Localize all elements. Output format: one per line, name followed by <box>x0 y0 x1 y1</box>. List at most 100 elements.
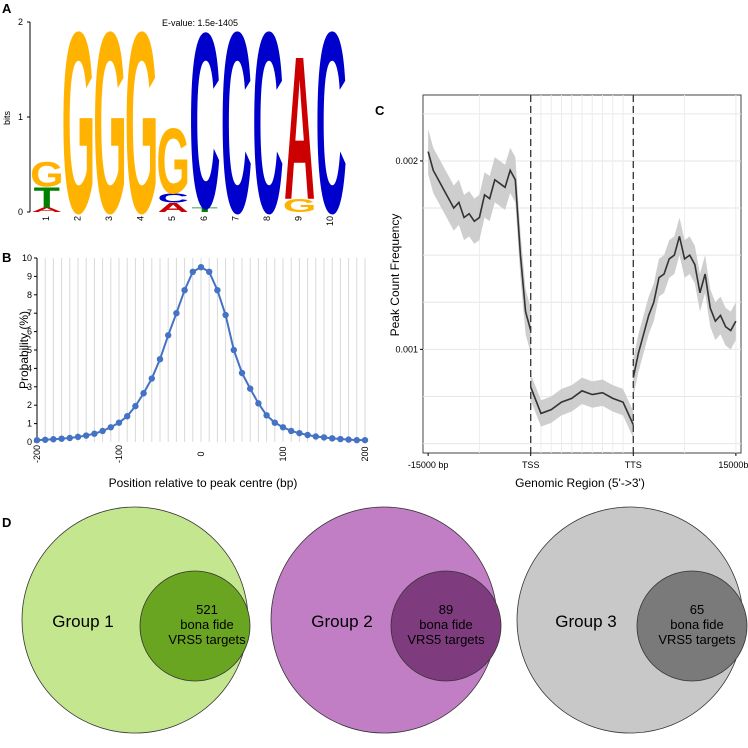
b-xtick-label: 0 <box>196 451 206 456</box>
logo-ytick-label: 1 <box>18 112 23 122</box>
b-data-point <box>181 287 188 294</box>
panel-d-letter: D <box>2 515 11 530</box>
logo-letter-a: A <box>31 206 62 214</box>
b-data-point <box>91 430 98 437</box>
b-data-point <box>296 429 303 437</box>
b-data-point <box>58 435 65 442</box>
b-data-point <box>353 436 360 444</box>
venn-count: 521 <box>196 602 218 617</box>
b-data-point <box>288 427 295 435</box>
b-ylabel: Probability (%) <box>17 311 31 389</box>
b-data-point <box>173 310 180 317</box>
logo-position-label: 7 <box>230 216 240 221</box>
b-xtick-label: -200 <box>32 445 42 463</box>
logo-letter-a: A <box>284 15 315 243</box>
logo-position-label: 1 <box>41 216 51 221</box>
logo-ytick-label: 0 <box>18 207 23 217</box>
b-ytick-label: 9 <box>27 271 32 281</box>
b-data-point <box>345 436 352 443</box>
b-data-point <box>115 419 123 426</box>
b-data-point <box>140 390 147 397</box>
b-data-point <box>74 433 82 441</box>
logo-letter-c: C <box>158 190 189 205</box>
c-mean-line <box>529 386 635 426</box>
logo-ytick-label: 2 <box>18 17 23 27</box>
b-xtick-label: 200 <box>360 446 370 461</box>
venn-inner-circle <box>636 570 748 682</box>
logo-letter-g: G <box>283 196 316 217</box>
b-series-points <box>33 264 369 444</box>
b-data-point <box>42 436 49 443</box>
b-xlabel: Position relative to peak centre (bp) <box>109 476 298 490</box>
b-ytick-label: 1 <box>27 419 32 429</box>
logo-letter-c: C <box>189 0 220 262</box>
b-data-point <box>189 268 196 275</box>
c-mean-lines <box>427 151 737 426</box>
b-data-point <box>165 332 172 339</box>
b-ytick-label: 6 <box>27 327 32 337</box>
logo-letter-g: G <box>156 111 189 214</box>
logo-letter-c: C <box>252 0 283 268</box>
c-region-markers <box>530 95 634 453</box>
venn-count: 89 <box>439 602 453 617</box>
b-y-ticks: 0 1 2 3 4 5 6 7 8 9 10 <box>22 253 37 447</box>
logo-position-label: 2 <box>72 216 82 221</box>
b-data-point <box>230 346 237 354</box>
b-data-point <box>279 424 287 431</box>
venn-group-label: Group 2 <box>311 612 372 631</box>
c-y-ticks: 0.001 0.002 <box>395 156 423 354</box>
venn-line1: bona fide <box>419 617 473 632</box>
venn-inner-circle <box>139 570 251 682</box>
panel-a-letter: A <box>2 1 12 16</box>
venn-line1: bona fide <box>670 617 724 632</box>
b-data-point <box>312 433 319 440</box>
b-data-point <box>329 435 336 442</box>
logo-letter-c: C <box>221 0 252 268</box>
logo-position-label: 9 <box>294 216 304 221</box>
c-xlabel: Genomic Region (5'->3') <box>515 476 645 490</box>
b-data-point <box>33 436 41 444</box>
logo-letter-t: T <box>192 206 219 214</box>
b-data-point <box>197 264 205 271</box>
venn-line2: VRS5 targets <box>658 632 736 647</box>
b-data-point <box>107 424 115 431</box>
b-xtick-label: 100 <box>278 446 288 461</box>
b-data-point <box>99 427 106 435</box>
b-data-point <box>238 369 246 377</box>
b-data-point <box>124 413 131 420</box>
b-data-point <box>304 431 311 439</box>
logo-letter-g: G <box>62 0 95 268</box>
panel-c-letter: C <box>375 103 385 118</box>
b-data-point <box>214 287 221 294</box>
venn-group-2: Group 2 89 bona fide VRS5 targets <box>270 506 502 734</box>
venn-inner-circle <box>390 570 502 682</box>
c-mean-line <box>427 151 532 331</box>
b-ytick-label: 10 <box>22 253 32 263</box>
b-ytick-label: 2 <box>27 400 32 410</box>
c-mean-line <box>632 236 737 378</box>
venn-group-3: Group 3 65 bona fide VRS5 targets <box>516 506 748 734</box>
venn-group-1: Group 1 521 bona fide VRS5 targets <box>21 506 251 734</box>
b-gridlines <box>36 258 366 442</box>
peak-distribution-chart: 0 1 2 3 4 5 6 7 8 9 10 -200 -100 0 100 200 Probability… <box>17 253 370 490</box>
b-data-point <box>271 419 278 426</box>
b-x-ticks: -200 -100 0 100 200 <box>32 445 370 463</box>
c-xtick-label: -15000 bp <box>408 460 449 470</box>
logo-letter-c: C <box>316 0 347 268</box>
logo-position-label: 4 <box>136 216 146 221</box>
venn-panel: Group 1 521 bona fide VRS5 targets Group… <box>21 506 748 734</box>
b-xtick-label: -100 <box>114 445 124 463</box>
b-data-point <box>247 385 254 392</box>
c-ytick-label: 0.002 <box>395 156 418 166</box>
b-ytick-label: 4 <box>27 363 32 373</box>
c-confidence-band <box>530 373 634 438</box>
panel-b-letter: B <box>2 250 11 265</box>
logo-position-label: 5 <box>167 216 177 221</box>
b-data-point <box>263 412 270 419</box>
b-ytick-label: 7 <box>27 308 32 318</box>
b-data-point <box>156 356 164 363</box>
